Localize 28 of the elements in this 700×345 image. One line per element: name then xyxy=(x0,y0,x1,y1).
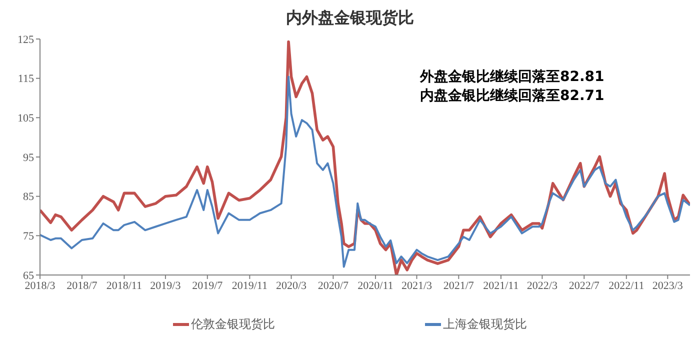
x-tick-label: 2020/3 xyxy=(276,280,308,292)
y-tick-label: 95 xyxy=(23,152,34,164)
x-tick-label: 2018/11 xyxy=(106,280,142,292)
x-tick-label: 2023/3 xyxy=(652,280,684,292)
x-tick-label: 2020/11 xyxy=(358,280,394,292)
annotation: 内盘金银比继续回落至82.71 xyxy=(420,87,604,106)
legend-label: 伦敦金银现货比 xyxy=(190,316,275,333)
x-tick-label: 2019/11 xyxy=(232,280,268,292)
chart-title: 内外盘金银现货比 xyxy=(285,8,415,29)
x-tick-label: 2018/3 xyxy=(24,280,56,292)
x-tick-label: 2019/7 xyxy=(192,280,224,292)
legend-label: 上海金银现货比 xyxy=(442,316,527,333)
y-tick-label: 105 xyxy=(18,112,34,125)
x-tick-label: 2022/11 xyxy=(608,280,644,292)
y-tick-label: 85 xyxy=(23,191,34,204)
y-tick-label: 115 xyxy=(18,73,34,86)
y-tick-label: 65 xyxy=(23,270,34,282)
x-tick-label: 2019/3 xyxy=(150,280,182,292)
x-tick-label: 2020/7 xyxy=(318,280,349,292)
annotation: 外盘金银比继续回落至82.81 xyxy=(420,68,604,87)
x-tick-label: 2021/11 xyxy=(483,280,519,292)
y-tick-label: 125 xyxy=(18,34,34,46)
x-tick-label: 2021/7 xyxy=(443,280,474,292)
x-tick-label: 2022/7 xyxy=(568,280,600,292)
y-tick-label: 75 xyxy=(23,230,34,243)
x-tick-label: 2018/7 xyxy=(66,280,98,292)
x-tick-label: 2021/3 xyxy=(401,280,433,292)
x-tick-label: 2022/3 xyxy=(526,280,558,292)
